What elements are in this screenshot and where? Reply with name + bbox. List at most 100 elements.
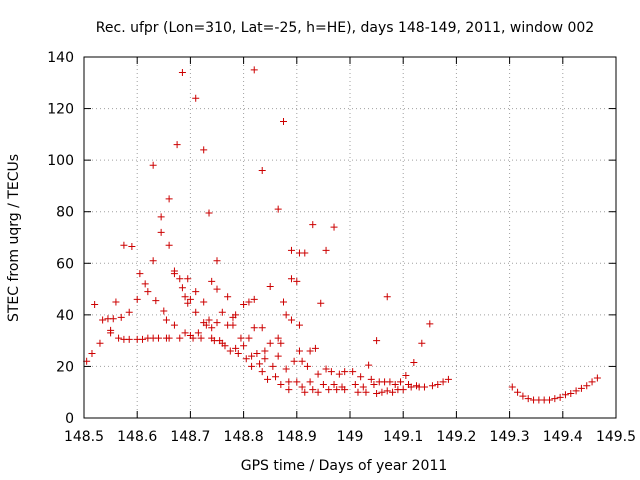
data-point-marker [162,316,170,324]
data-point-marker [274,352,282,360]
data-point-marker [301,249,309,257]
data-point-marker [407,383,415,391]
data-point-marker [213,319,221,327]
data-point-marker [293,277,301,285]
data-point-marker [125,335,133,343]
data-point-marker [293,378,301,386]
data-point-marker [213,285,221,293]
data-point-marker [389,388,397,396]
data-point-marker [556,393,564,401]
data-point-marker [139,335,147,343]
data-point-marker [373,337,381,345]
data-point-marker [160,307,168,315]
x-tick-label: 149.3 [490,429,530,445]
data-point-marker [152,297,160,305]
data-point-marker [218,308,226,316]
y-tick-label: 0 [65,411,74,427]
data-point-marker [170,321,178,329]
data-point-marker [189,334,197,342]
data-point-marker [192,94,200,102]
data-point-marker [383,293,391,301]
data-point-marker [362,388,370,396]
data-point-marker [232,311,240,319]
data-point-marker [274,334,282,342]
data-point-marker [572,387,580,395]
data-point-marker [567,390,575,398]
x-tick-label: 149 [337,429,364,445]
data-point-marker [588,378,596,386]
data-point-marker [330,223,338,231]
data-point-marker [197,334,205,342]
data-point-marker [593,374,601,382]
data-point-marker [165,334,173,342]
data-point-marker [157,228,165,236]
data-point-marker [277,339,285,347]
data-point-marker [224,293,232,301]
data-point-marker [181,329,189,337]
data-point-marker [149,257,157,265]
y-tick-label: 20 [56,359,74,375]
data-point-marker [149,161,157,169]
data-point-marker [200,146,208,154]
data-point-marker [248,362,256,370]
data-point-marker [325,386,333,394]
data-point-marker [117,313,125,321]
data-point-marker [192,288,200,296]
data-point-marker [303,362,311,370]
data-point-marker [200,298,208,306]
data-point-marker [125,308,133,316]
data-point-marker [170,267,178,275]
data-point-marker [115,334,123,342]
data-point-marker [205,209,213,217]
data-point-marker [99,316,107,324]
data-point-marker [330,380,338,388]
data-point-marker [399,386,407,394]
data-point-marker [322,365,330,373]
data-point-marker [354,388,362,396]
data-point-marker [333,386,341,394]
data-point-marker [186,295,194,303]
data-point-marker [365,361,373,369]
data-point-marker [287,246,295,254]
data-point-marker [96,339,104,347]
data-point-marker [285,378,293,386]
data-point-marker [112,298,120,306]
x-tick-label: 148.5 [64,429,104,445]
data-point-marker [349,368,357,376]
data-point-marker [583,382,591,390]
data-point-marker [322,246,330,254]
y-tick-label: 40 [56,308,74,324]
data-point-marker [264,375,272,383]
chart-title: Rec. ufpr (Lon=310, Lat=-25, h=HE), days… [96,20,594,36]
data-point-marker [266,339,274,347]
data-point-marker [285,386,293,394]
y-tick-label: 120 [47,102,74,118]
y-tick-label: 60 [56,256,74,272]
data-point-marker [439,378,447,386]
data-point-marker [311,344,319,352]
data-point-marker [391,380,399,388]
data-point-marker [154,334,162,342]
data-point-marker [290,357,298,365]
data-point-marker [378,388,386,396]
data-point-marker [109,315,117,323]
y-tick-label: 140 [47,50,74,66]
data-point-marker [370,380,378,388]
data-point-marker [561,391,569,399]
data-point-marker [386,378,394,386]
data-point-marker [133,295,141,303]
data-point-marker [253,350,261,358]
data-point-marker [141,280,149,288]
x-tick-label: 148.9 [277,429,317,445]
data-point-marker [173,141,181,149]
data-point-marker [383,387,391,395]
data-point-marker [327,368,335,376]
data-point-marker [250,295,258,303]
data-point-marker [181,293,189,301]
data-point-marker [184,275,192,283]
data-point-marker [314,370,322,378]
data-point-marker [444,375,452,383]
data-point-marker [287,316,295,324]
data-point-marker [178,284,186,292]
data-points [83,66,601,404]
